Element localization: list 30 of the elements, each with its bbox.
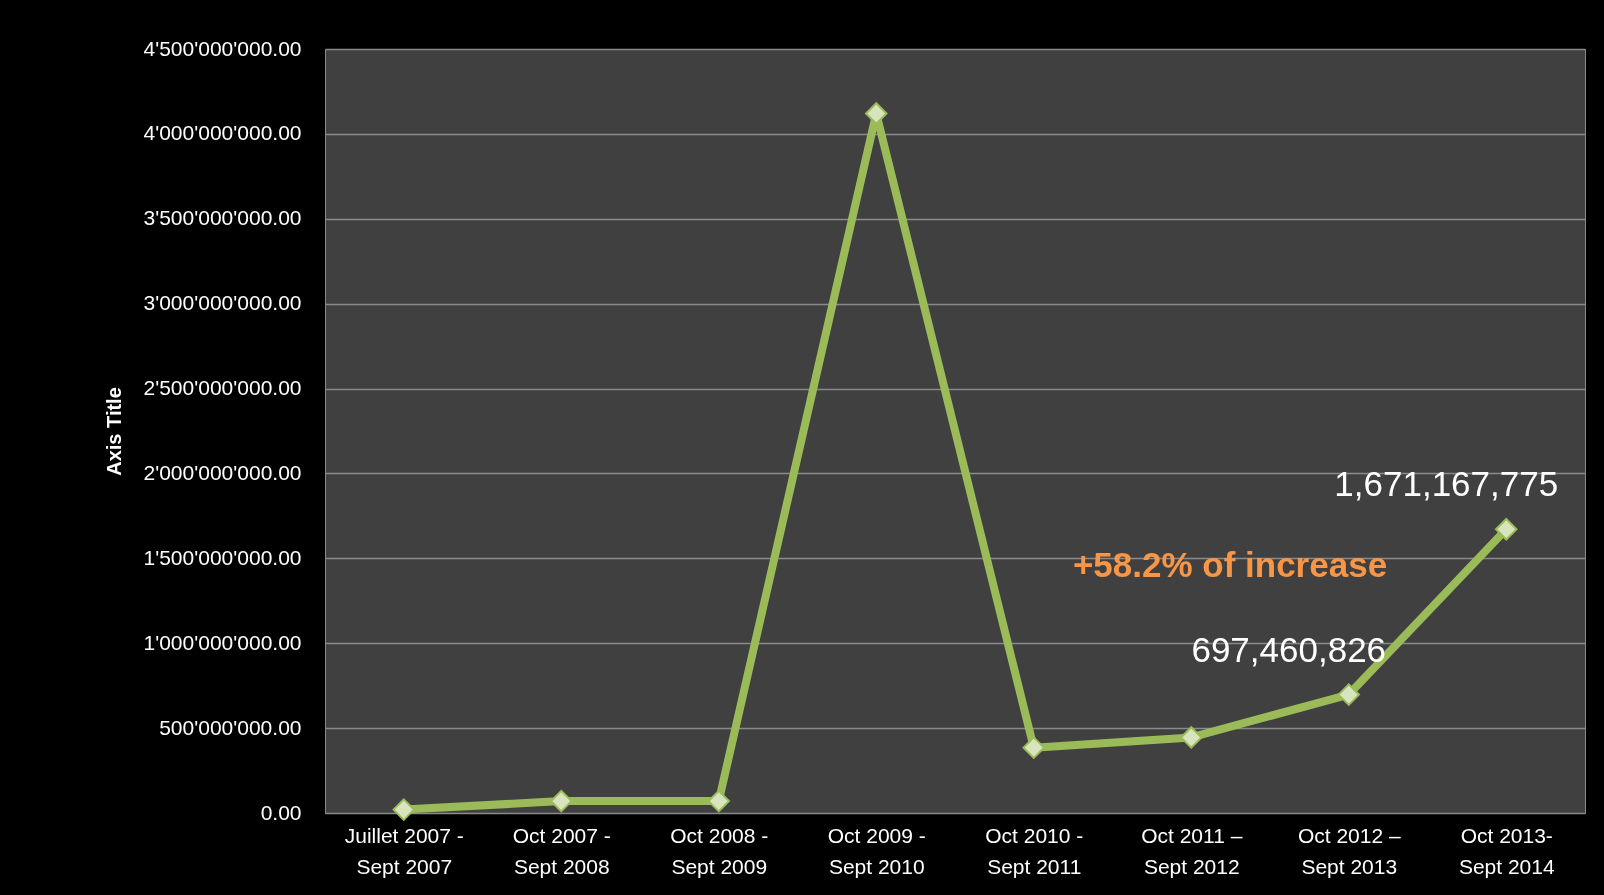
- x-tick-label: Oct 2012 – Sept 2013: [1297, 823, 1401, 878]
- y-tick-label: 4'500'000'000.00: [143, 36, 302, 60]
- annotation: +58.2% of increase: [1072, 545, 1388, 584]
- y-tick-label: 2'500'000'000.00: [143, 376, 302, 400]
- x-tick-label: Juillet 2007 - Sept 2007: [344, 823, 464, 878]
- y-tick-label: 0.00: [260, 800, 302, 824]
- y-tick-label: 500'000'000.00: [159, 715, 302, 739]
- y-tick-label: 1'500'000'000.00: [143, 545, 302, 569]
- point: [550, 789, 573, 813]
- y-axis-title: Axis Title: [103, 387, 126, 476]
- point: [392, 798, 415, 821]
- y-tick-label: 4'000'000'000.00: [143, 121, 302, 145]
- x-tick-label: Oct 2011 – Sept 2012: [1141, 823, 1243, 878]
- data-label: 1,671,167,775: [1334, 464, 1559, 504]
- data-label: 697,460,826: [1191, 629, 1387, 669]
- x-tick-label: Oct 2009 - Sept 2010: [827, 823, 926, 878]
- point: [1022, 736, 1045, 759]
- point: [1337, 683, 1360, 706]
- point: [707, 789, 730, 813]
- point: [1495, 518, 1518, 541]
- x-tick-label: Oct 2010 - Sept 2011: [985, 823, 1084, 878]
- x-tick-label: Oct 2007 - Sept 2008: [512, 823, 611, 878]
- y-tick-label: 3'500'000'000.00: [143, 206, 302, 230]
- y-tick-label: 2'000'000'000.00: [143, 460, 302, 484]
- y-tick-label: 3'000'000'000.00: [143, 291, 302, 315]
- point: [1180, 726, 1203, 749]
- y-tick-label: 1'000'000'000.00: [143, 630, 302, 654]
- x-tick-label: Oct 2013- Sept 2014: [1458, 823, 1555, 878]
- x-tick-label: Oct 2008 - Sept 2009: [670, 823, 769, 878]
- point: [865, 102, 888, 125]
